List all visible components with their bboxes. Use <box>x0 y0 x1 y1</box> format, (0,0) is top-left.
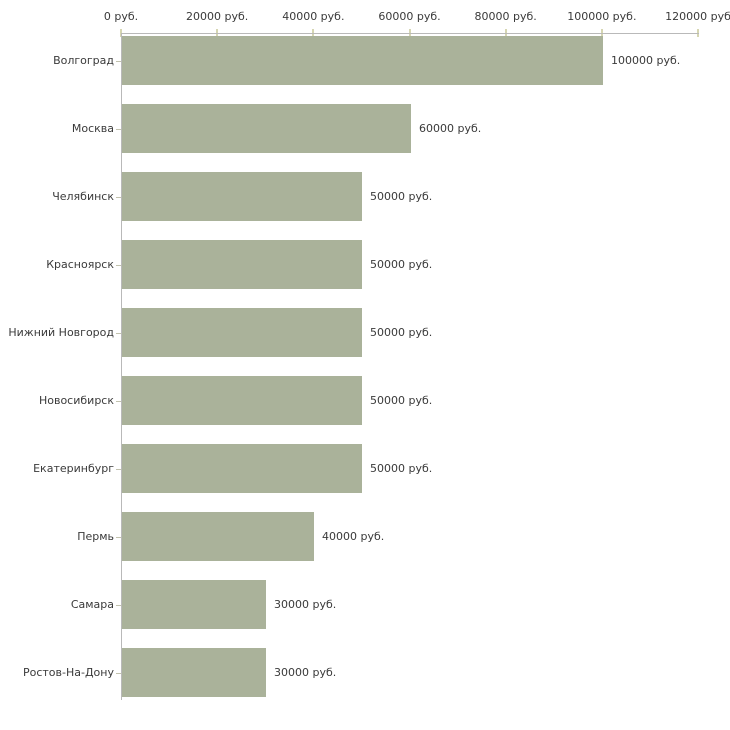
value-label: 50000 руб. <box>370 326 433 339</box>
category-tick-mark <box>116 197 121 198</box>
bar-row: Ростов-На-Дону 30000 руб. <box>0 645 730 713</box>
value-label: 50000 руб. <box>370 258 433 271</box>
x-axis-line <box>121 33 699 34</box>
category-tick-mark <box>116 129 121 130</box>
bar-row: Москва 60000 руб. <box>0 101 730 169</box>
value-label: 60000 руб. <box>419 122 482 135</box>
bar-row: Пермь 40000 руб. <box>0 509 730 577</box>
bar <box>122 512 314 561</box>
category-tick-mark <box>116 469 121 470</box>
x-axis-tick-label: 0 руб. <box>103 10 139 23</box>
x-axis-tick-label: 100000 руб. <box>567 10 637 23</box>
x-axis-tick-label: 120000 руб <box>665 10 730 23</box>
y-axis-line <box>121 33 122 700</box>
x-axis-tick-label: 80000 руб. <box>474 10 537 23</box>
bar <box>122 308 362 357</box>
category-tick-mark <box>116 537 121 538</box>
bar-row: Самара 30000 руб. <box>0 577 730 645</box>
x-axis-tick-label: 40000 руб. <box>282 10 345 23</box>
value-label: 40000 руб. <box>322 530 385 543</box>
bar <box>122 240 362 289</box>
bar-row: Челябинск 50000 руб. <box>0 169 730 237</box>
value-label: 30000 руб. <box>274 598 337 611</box>
bar-row: Новосибирск 50000 руб. <box>0 373 730 441</box>
bar-row: Волгоград 100000 руб. <box>0 33 730 101</box>
value-label: 50000 руб. <box>370 462 433 475</box>
category-tick-mark <box>116 333 121 334</box>
value-label: 30000 руб. <box>274 666 337 679</box>
bar <box>122 648 266 697</box>
value-label: 100000 руб. <box>611 54 681 67</box>
category-label: Самара <box>70 598 114 611</box>
category-tick-mark <box>116 673 121 674</box>
bar <box>122 376 362 425</box>
bar <box>122 104 411 153</box>
x-axis-tick-label: 20000 руб. <box>186 10 249 23</box>
category-tick-mark <box>116 401 121 402</box>
category-label: Нижний Новгород <box>8 326 114 339</box>
category-tick-mark <box>116 605 121 606</box>
category-tick-mark <box>116 61 121 62</box>
bar <box>122 172 362 221</box>
value-label: 50000 руб. <box>370 394 433 407</box>
bar <box>122 580 266 629</box>
bar-row: Екатеринбург 50000 руб. <box>0 441 730 509</box>
category-label: Красноярск <box>46 258 114 271</box>
bar <box>122 444 362 493</box>
category-label: Волгоград <box>53 54 114 67</box>
x-axis-tick-label: 60000 руб. <box>378 10 441 23</box>
category-label: Пермь <box>77 530 114 543</box>
category-label: Челябинск <box>52 190 114 203</box>
bar <box>122 36 603 85</box>
category-label: Екатеринбург <box>33 462 114 475</box>
bar-row: Нижний Новгород 50000 руб. <box>0 305 730 373</box>
category-label: Ростов-На-Дону <box>22 666 114 679</box>
category-label: Новосибирск <box>38 394 114 407</box>
category-tick-mark <box>116 265 121 266</box>
value-label: 50000 руб. <box>370 190 433 203</box>
category-label: Москва <box>71 122 114 135</box>
bar-row: Красноярск 50000 руб. <box>0 237 730 305</box>
